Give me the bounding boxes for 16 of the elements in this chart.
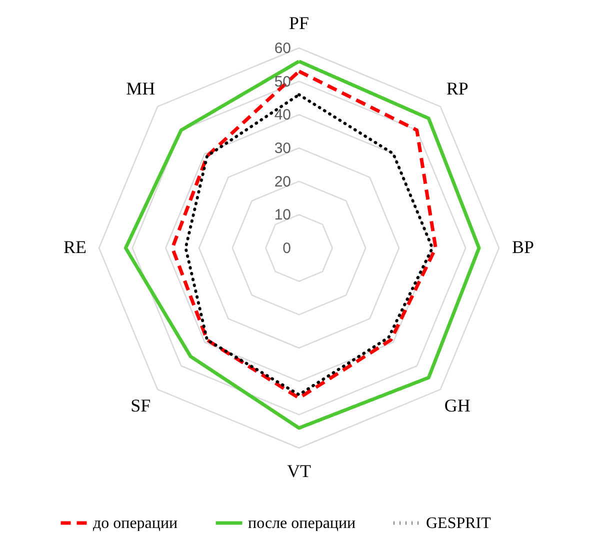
y-tick-label: 20	[274, 173, 291, 190]
spoke-label: RE	[63, 237, 87, 257]
y-tick-label: 40	[274, 106, 291, 124]
spoke-label: MH	[126, 78, 156, 99]
y-tick-label: 10	[274, 206, 291, 224]
spoke-label: PF	[288, 13, 310, 33]
y-tick-label: 0	[282, 240, 291, 257]
spoke-label: VT	[287, 461, 311, 481]
spoke-label: BP	[512, 237, 534, 257]
spoke-label: SF	[130, 395, 151, 416]
y-tick-label: 30	[274, 140, 291, 157]
y-tick-label: 50	[274, 73, 291, 90]
spoke-label: RP	[446, 78, 468, 99]
legend-label: GESPRIT	[426, 515, 492, 532]
y-tick-label: 60	[274, 40, 291, 57]
spoke-label: GH	[444, 395, 470, 416]
